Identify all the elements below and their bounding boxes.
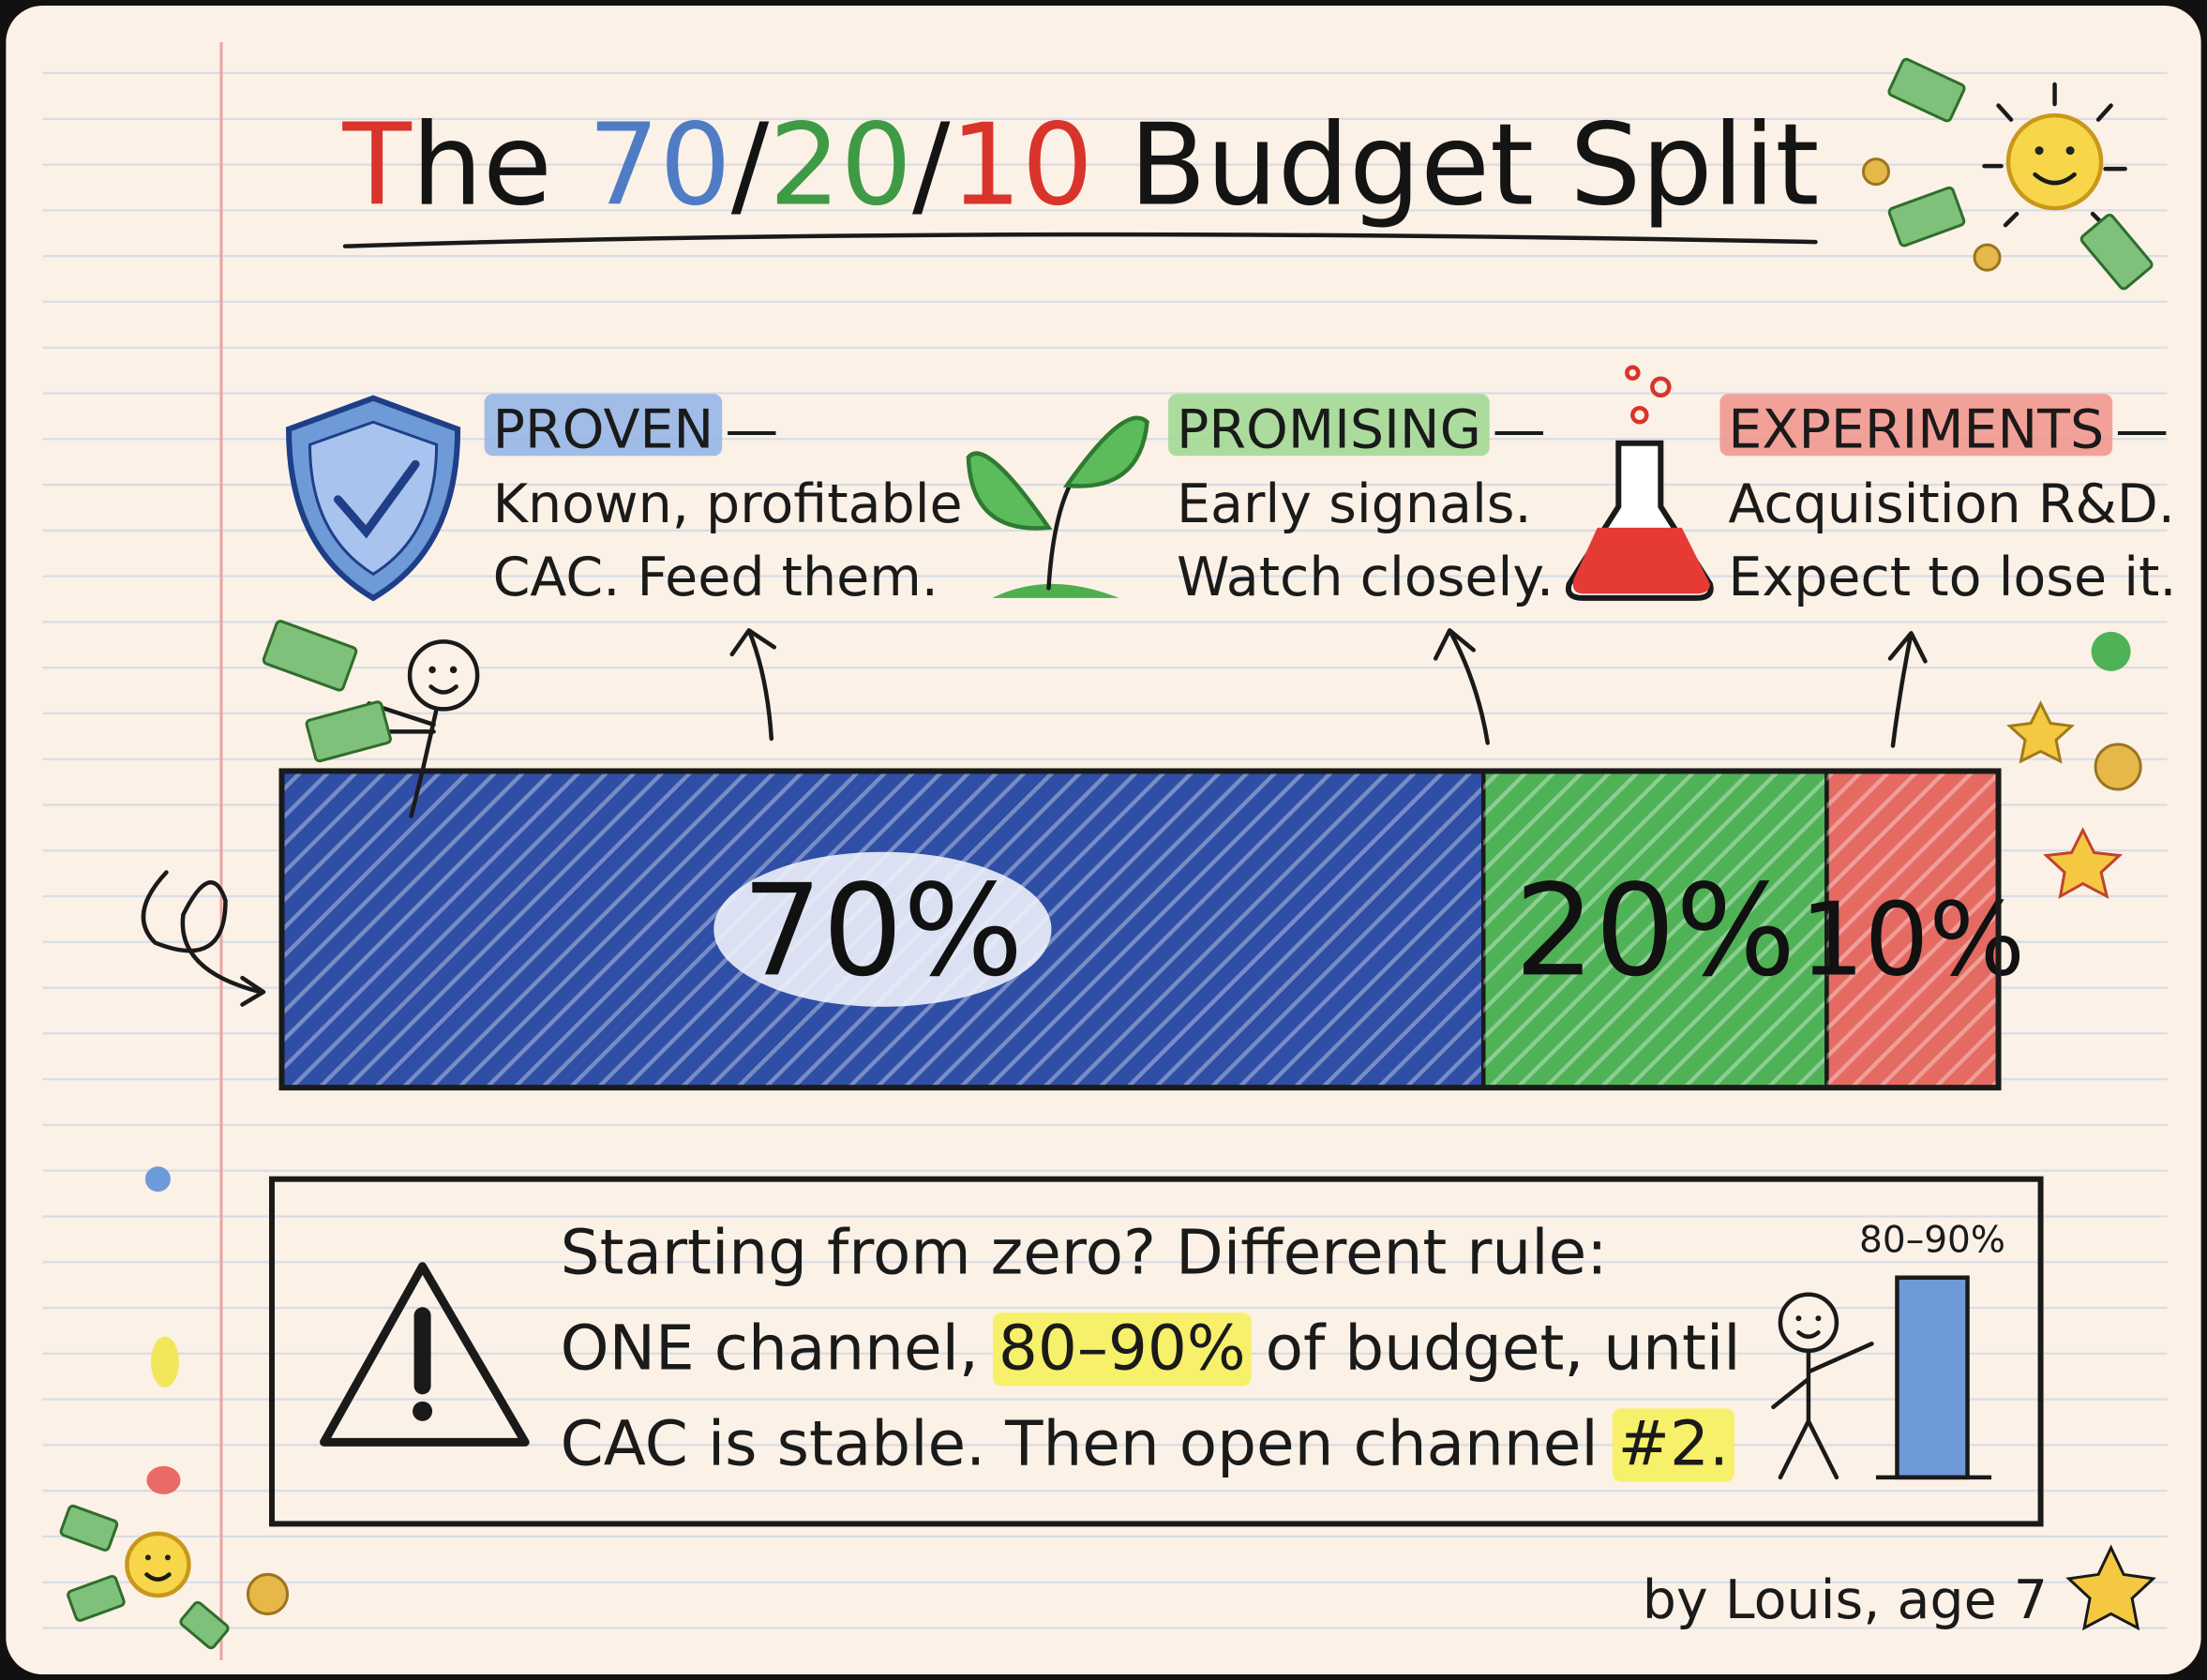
- title-part: T: [342, 101, 413, 232]
- note-text: #2.: [1618, 1407, 1729, 1479]
- sprout-icon: [966, 415, 1149, 598]
- arrow: [1433, 628, 1490, 745]
- segment-label: 10%: [1800, 881, 2025, 998]
- category-line: Watch closely.: [1177, 547, 1554, 608]
- heading-dash: —: [725, 398, 778, 460]
- text-highlight: [1612, 1408, 1735, 1482]
- title-part: 10: [950, 101, 1093, 232]
- arrow: [1887, 631, 1928, 748]
- swirl-arrow: [141, 870, 266, 1007]
- star: [2065, 1544, 2156, 1631]
- hatching: [1826, 771, 1999, 1088]
- category-heading: PROMISING: [1177, 398, 1481, 460]
- category-line: Early signals.: [1177, 473, 1532, 535]
- title-part: /: [912, 101, 951, 232]
- title-underline: [342, 232, 1818, 248]
- category-line: Known, profitable: [493, 473, 963, 535]
- note-text: Starting from zero? Different rule:: [561, 1216, 1608, 1288]
- sun-doodle: [1861, 57, 2154, 291]
- title-part: he: [412, 101, 588, 232]
- heading-dash: —: [1493, 398, 1546, 460]
- text-highlight: [992, 1312, 1252, 1387]
- title-part: /: [731, 101, 770, 232]
- warning-icon: [320, 1262, 530, 1447]
- note-text: CAC is stable. Then open channel: [561, 1407, 1618, 1479]
- note-text: Starting from zero? Different rule: ONE c…: [561, 1216, 1741, 1482]
- heading-highlight: [1719, 394, 2113, 457]
- mini-label: 80–90%: [1859, 1220, 2005, 1262]
- segment-label: 70%: [742, 857, 1023, 1004]
- title-part: 20: [769, 101, 912, 232]
- note-text: of budget, until: [1246, 1312, 1741, 1384]
- split-bar: 70% 20% 10%: [278, 768, 2025, 1091]
- category-line: CAC. Feed them.: [493, 547, 938, 608]
- heading-dash: —: [2115, 398, 2169, 460]
- note-text: ONE channel,: [561, 1312, 998, 1384]
- category-heading: PROVEN: [493, 398, 714, 460]
- shield-icon: [286, 395, 461, 602]
- title-part: Budget Split: [1093, 101, 1819, 232]
- stick-figure: [262, 620, 480, 818]
- stars: [144, 631, 2142, 1494]
- note-box: [269, 1176, 2044, 1527]
- mini-bar: [1895, 1275, 1970, 1480]
- pointing-figure: [1771, 1292, 1874, 1480]
- byline: by Louis, age 7: [1643, 1569, 2048, 1631]
- arrow: [729, 628, 777, 742]
- label-blotch: [713, 851, 1052, 1007]
- note-text: 80–90%: [998, 1312, 1246, 1384]
- title-part: 70: [588, 101, 731, 232]
- category-heading: EXPERIMENTS: [1728, 398, 2104, 460]
- heading-highlight: [484, 394, 723, 457]
- category-line: Acquisition R&D.: [1728, 473, 2175, 535]
- segment-label: 20%: [1514, 857, 1795, 1004]
- hatching: [1483, 771, 1827, 1088]
- heading-highlight: [1168, 394, 1490, 457]
- sun-doodle: [59, 1504, 290, 1650]
- category-line: Expect to lose it.: [1728, 547, 2176, 608]
- bar-outline: [278, 768, 2002, 1091]
- flask-icon: [1566, 365, 1714, 601]
